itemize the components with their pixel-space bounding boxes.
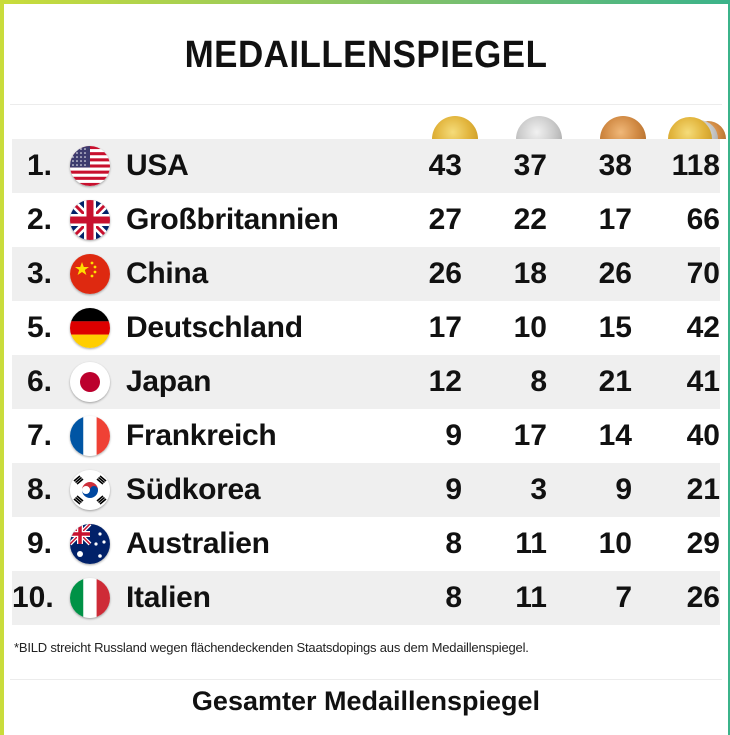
gold-count: 9 bbox=[445, 473, 462, 506]
country-name: Deutschland bbox=[126, 311, 303, 344]
flag-uk-icon bbox=[70, 200, 110, 240]
table-row: 5. Deutschland 17 10 15 42 bbox=[12, 301, 720, 355]
bronze-count: 21 bbox=[598, 365, 632, 398]
flag-south-korea-icon bbox=[70, 470, 110, 510]
country-name: Großbritannien bbox=[126, 203, 339, 236]
footer-divider bbox=[10, 679, 722, 680]
silver-count: 10 bbox=[513, 311, 547, 344]
footnote: *BILD streicht Russland wegen flächendec… bbox=[14, 640, 529, 655]
total-count: 26 bbox=[686, 581, 720, 614]
page-title: MEDAILLENSPIEGEL bbox=[184, 34, 548, 76]
bronze-count: 10 bbox=[598, 527, 632, 560]
flag-france-icon bbox=[70, 416, 110, 456]
total-count: 29 bbox=[686, 527, 720, 560]
flag-australia-icon bbox=[70, 524, 110, 564]
bronze-count: 38 bbox=[598, 149, 632, 182]
silver-medal-icon bbox=[516, 116, 562, 139]
rank: 9. bbox=[26, 527, 52, 560]
table-row: 9. Australien 8 11 10 29 bbox=[12, 517, 720, 571]
rank: 10. bbox=[12, 581, 54, 614]
table-row: 10. Italien 8 11 7 26 bbox=[12, 571, 720, 625]
total-count: 42 bbox=[686, 311, 720, 344]
silver-count: 37 bbox=[513, 149, 547, 182]
bronze-medal-icon bbox=[600, 116, 646, 139]
bronze-count: 26 bbox=[598, 257, 632, 290]
gold-count: 43 bbox=[428, 149, 462, 182]
total-count: 41 bbox=[686, 365, 720, 398]
silver-count: 22 bbox=[513, 203, 547, 236]
table-row: 7. Frankreich 9 17 14 40 bbox=[12, 409, 720, 463]
rank: 1. bbox=[26, 149, 52, 182]
total-count: 118 bbox=[671, 149, 720, 182]
country-name: China bbox=[126, 257, 208, 290]
gold-count: 26 bbox=[428, 257, 462, 290]
country-name: USA bbox=[126, 149, 189, 182]
medal-stack-icon bbox=[668, 116, 728, 139]
silver-count: 3 bbox=[530, 473, 547, 506]
flag-germany-icon bbox=[70, 308, 110, 348]
total-count: 66 bbox=[686, 203, 720, 236]
rank: 2. bbox=[26, 203, 52, 236]
title-divider bbox=[10, 104, 722, 105]
table-row: 3. China 26 18 26 70 bbox=[12, 247, 720, 301]
table-row: 1. USA 43 37 38 118 bbox=[12, 139, 720, 193]
table-row: 8. Südkorea 9 3 9 21 bbox=[12, 463, 720, 517]
gold-count: 27 bbox=[428, 203, 462, 236]
gold-count: 17 bbox=[428, 311, 462, 344]
silver-count: 18 bbox=[513, 257, 547, 290]
gold-count: 9 bbox=[445, 419, 462, 452]
total-count: 70 bbox=[686, 257, 720, 290]
gold-medal-icon bbox=[432, 116, 478, 139]
flag-japan-icon bbox=[70, 362, 110, 402]
total-count: 21 bbox=[686, 473, 720, 506]
silver-count: 11 bbox=[515, 527, 547, 560]
table-row: 2. Großbritannien 27 22 17 66 bbox=[12, 193, 720, 247]
gold-count: 8 bbox=[445, 527, 462, 560]
bronze-count: 7 bbox=[615, 581, 632, 614]
country-name: Frankreich bbox=[126, 419, 277, 452]
medal-table: 1. USA 43 37 38 118 2. Großbritannien 27 22 17 66 3.… bbox=[4, 139, 728, 625]
rank: 7. bbox=[26, 419, 52, 452]
country-name: Japan bbox=[126, 365, 212, 398]
bronze-count: 14 bbox=[598, 419, 632, 452]
country-name: Südkorea bbox=[126, 473, 261, 506]
silver-count: 8 bbox=[530, 365, 547, 398]
bronze-count: 15 bbox=[598, 311, 632, 344]
country-name: Australien bbox=[126, 527, 270, 560]
rank: 6. bbox=[26, 365, 52, 398]
total-count: 40 bbox=[686, 419, 720, 452]
bronze-count: 17 bbox=[598, 203, 632, 236]
bronze-count: 9 bbox=[615, 473, 632, 506]
country-name: Italien bbox=[126, 581, 211, 614]
gold-count: 12 bbox=[428, 365, 462, 398]
rank: 3. bbox=[26, 257, 52, 290]
rank: 8. bbox=[26, 473, 52, 506]
rank: 5. bbox=[26, 311, 52, 344]
flag-china-icon bbox=[70, 254, 110, 294]
full-medal-table-link[interactable]: Gesamter Medaillenspiegel bbox=[191, 686, 541, 716]
flag-italy-icon bbox=[70, 578, 110, 618]
table-row: 6. Japan 12 8 21 41 bbox=[12, 355, 720, 409]
silver-count: 17 bbox=[513, 419, 547, 452]
silver-count: 11 bbox=[515, 581, 547, 614]
gold-count: 8 bbox=[445, 581, 462, 614]
flag-usa-icon bbox=[70, 146, 110, 186]
